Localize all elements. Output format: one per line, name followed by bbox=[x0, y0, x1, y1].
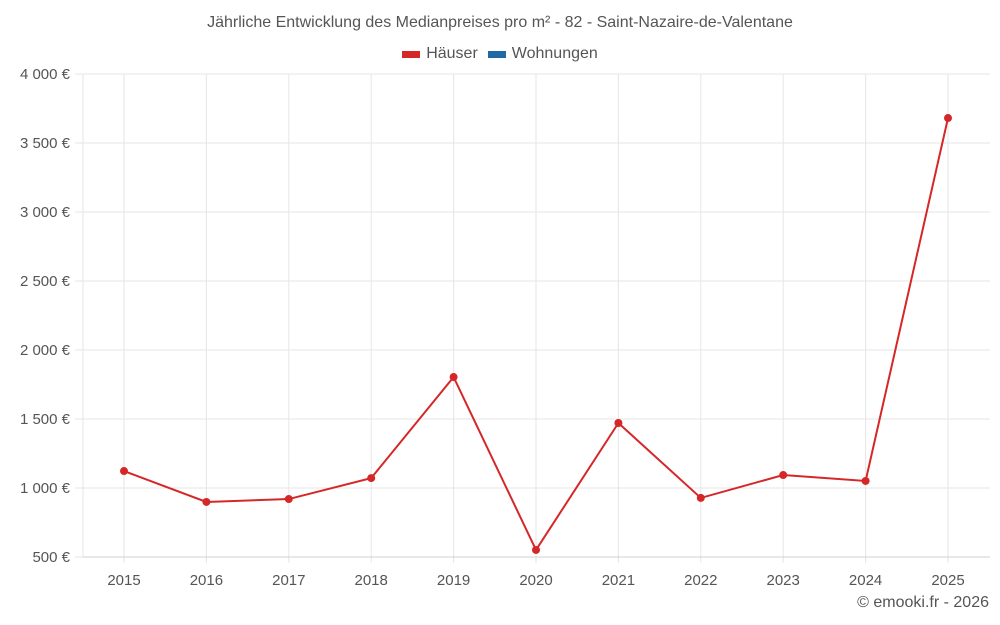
legend-item-haeuser[interactable]: Häuser bbox=[402, 45, 478, 63]
data-point[interactable] bbox=[779, 471, 788, 480]
x-tick-label: 2022 bbox=[684, 572, 717, 589]
data-point[interactable] bbox=[944, 114, 952, 123]
x-tick-label: 2021 bbox=[602, 572, 635, 589]
x-tick-label: 2018 bbox=[355, 572, 388, 589]
data-point[interactable] bbox=[861, 476, 870, 485]
y-tick-label: 2 500 € bbox=[20, 273, 71, 290]
legend-item-wohnungen[interactable]: Wohnungen bbox=[487, 45, 598, 63]
x-tick-label: 2017 bbox=[272, 572, 305, 589]
data-point[interactable] bbox=[202, 497, 211, 506]
chart-title: Jährliche Entwicklung des Medianpreises … bbox=[207, 14, 793, 31]
data-point[interactable] bbox=[449, 373, 458, 382]
y-tick-label: 3 500 € bbox=[20, 135, 71, 152]
x-axis: 2015 2016 2017 2018 2019 2020 2021 2022 2023 2024… bbox=[107, 572, 964, 589]
data-point[interactable] bbox=[614, 419, 623, 428]
data-point[interactable] bbox=[696, 493, 705, 502]
chart-legend: Häuser Wohnungen bbox=[0, 45, 1000, 63]
x-tick-label: 2019 bbox=[437, 572, 470, 589]
x-tick-label: 2020 bbox=[519, 572, 552, 589]
y-tick-label: 2 000 € bbox=[20, 342, 71, 359]
data-point[interactable] bbox=[532, 545, 540, 554]
y-tick-label: 4 000 € bbox=[20, 66, 71, 83]
legend-swatch-wohnungen bbox=[487, 50, 506, 58]
y-tick-label: 3 000 € bbox=[20, 204, 71, 221]
copyright-credit: © emooki.fr - 2026 bbox=[857, 594, 989, 611]
legend-swatch-haeuser bbox=[402, 50, 421, 58]
data-point[interactable] bbox=[367, 474, 376, 483]
x-tick-label: 2025 bbox=[931, 572, 964, 589]
x-tick-label: 2024 bbox=[849, 572, 882, 589]
data-point[interactable] bbox=[120, 467, 128, 476]
y-tick-label: 1 500 € bbox=[20, 411, 71, 428]
y-tick-label: 1 000 € bbox=[20, 480, 71, 497]
x-tick-label: 2016 bbox=[190, 572, 223, 589]
x-tick-label: 2023 bbox=[767, 572, 800, 589]
y-tick-label: 500 € bbox=[32, 549, 70, 566]
grid-lines bbox=[75, 73, 990, 563]
legend-label-wohnungen: Wohnungen bbox=[511, 45, 598, 62]
x-tick-label: 2015 bbox=[107, 572, 140, 589]
series-haeuser bbox=[120, 114, 952, 554]
y-axis: 500 € 1 000 € 1 500 € 2 000 € 2 500 € 3 000 €… bbox=[20, 66, 71, 566]
legend-label-haeuser: Häuser bbox=[426, 45, 478, 62]
data-point[interactable] bbox=[284, 495, 293, 504]
